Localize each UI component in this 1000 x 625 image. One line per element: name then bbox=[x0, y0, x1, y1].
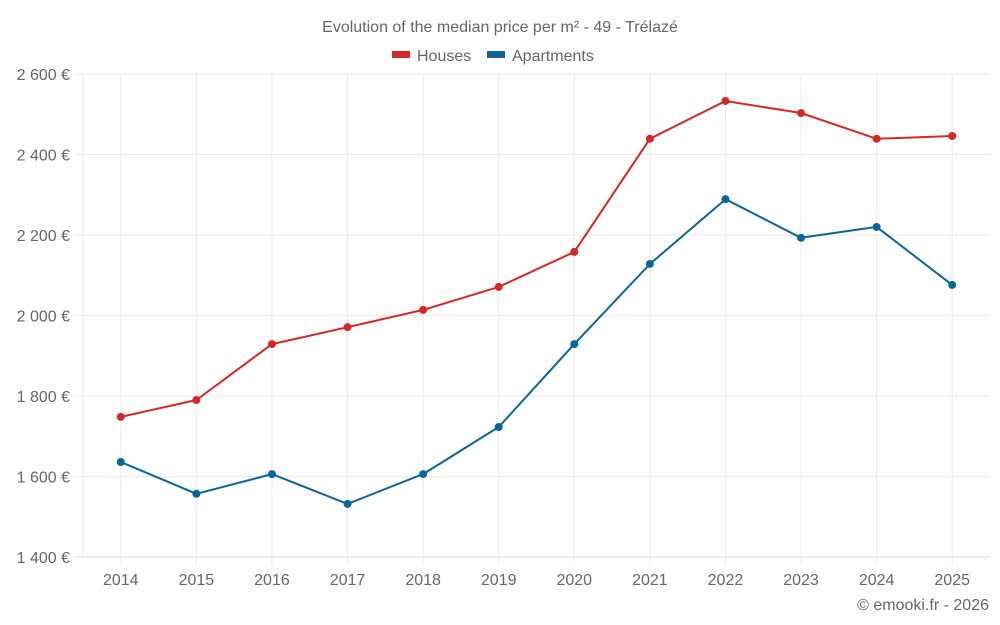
x-tick-label: 2015 bbox=[179, 572, 215, 589]
data-point[interactable] bbox=[419, 305, 428, 314]
y-tick-label: 2 200 € bbox=[17, 228, 70, 245]
data-point[interactable] bbox=[721, 96, 730, 105]
y-tick-label: 1 800 € bbox=[17, 389, 70, 406]
data-point[interactable] bbox=[116, 412, 125, 421]
data-point[interactable] bbox=[267, 470, 276, 479]
y-tick-label: 1 400 € bbox=[17, 550, 70, 567]
credit-text: © emooki.fr - 2026 bbox=[857, 597, 989, 614]
x-tick-label: 2024 bbox=[859, 572, 895, 589]
y-tick-label: 2 600 € bbox=[17, 67, 70, 84]
data-point[interactable] bbox=[872, 134, 881, 143]
data-point[interactable] bbox=[797, 233, 806, 242]
y-tick-label: 2 000 € bbox=[17, 309, 70, 326]
data-point[interactable] bbox=[267, 340, 276, 349]
data-point[interactable] bbox=[948, 280, 957, 289]
data-point[interactable] bbox=[116, 458, 125, 467]
legend-item-apartments[interactable]: Apartments bbox=[487, 48, 594, 65]
legend-item-houses[interactable]: Houses bbox=[392, 48, 471, 65]
x-tick-label: 2017 bbox=[330, 572, 366, 589]
data-point[interactable] bbox=[419, 470, 428, 479]
series-houses bbox=[116, 96, 957, 421]
series-line bbox=[120, 100, 953, 418]
data-point[interactable] bbox=[192, 396, 201, 405]
data-point[interactable] bbox=[570, 247, 579, 256]
legend-swatch bbox=[392, 51, 410, 58]
data-point[interactable] bbox=[721, 195, 730, 204]
x-tick-label: 2018 bbox=[405, 572, 441, 589]
series-apartments bbox=[116, 195, 957, 508]
data-point[interactable] bbox=[797, 109, 806, 118]
series-layer bbox=[116, 96, 957, 508]
y-tick-label: 1 600 € bbox=[17, 470, 70, 487]
legend-label: Houses bbox=[417, 48, 471, 65]
x-tick-label: 2016 bbox=[254, 572, 290, 589]
x-tick-label: 2025 bbox=[934, 572, 970, 589]
chart-title: Evolution of the median price per m² - 4… bbox=[322, 19, 678, 36]
x-tick-label: 2023 bbox=[783, 572, 819, 589]
x-tick-label: 2021 bbox=[632, 572, 668, 589]
data-point[interactable] bbox=[494, 282, 503, 291]
data-point[interactable] bbox=[192, 489, 201, 498]
y-gridlines bbox=[75, 73, 990, 558]
data-point[interactable] bbox=[494, 422, 503, 431]
x-tick-label: 2019 bbox=[481, 572, 517, 589]
data-point[interactable] bbox=[343, 323, 352, 332]
data-point[interactable] bbox=[570, 340, 579, 349]
y-tick-label: 2 400 € bbox=[17, 148, 70, 165]
x-tick-label: 2022 bbox=[708, 572, 744, 589]
series-line bbox=[120, 198, 953, 505]
x-gridlines bbox=[82, 74, 953, 565]
legend-swatch bbox=[487, 51, 505, 58]
data-point[interactable] bbox=[645, 259, 654, 268]
x-tick-label: 2014 bbox=[103, 572, 139, 589]
x-tick-label: 2020 bbox=[556, 572, 592, 589]
legend-label: Apartments bbox=[512, 48, 594, 65]
legend: Houses Apartments bbox=[392, 48, 594, 65]
x-axis: 2014 2015 2016 2017 2018 2019 2020 2021 2022 2023… bbox=[103, 572, 970, 589]
y-axis: 1 400 € 1 600 € 1 800 € 2 000 € 2 200 € 2 400… bbox=[17, 67, 70, 567]
data-point[interactable] bbox=[343, 499, 352, 508]
data-point[interactable] bbox=[645, 134, 654, 143]
data-point[interactable] bbox=[948, 131, 957, 140]
data-point[interactable] bbox=[872, 222, 881, 231]
